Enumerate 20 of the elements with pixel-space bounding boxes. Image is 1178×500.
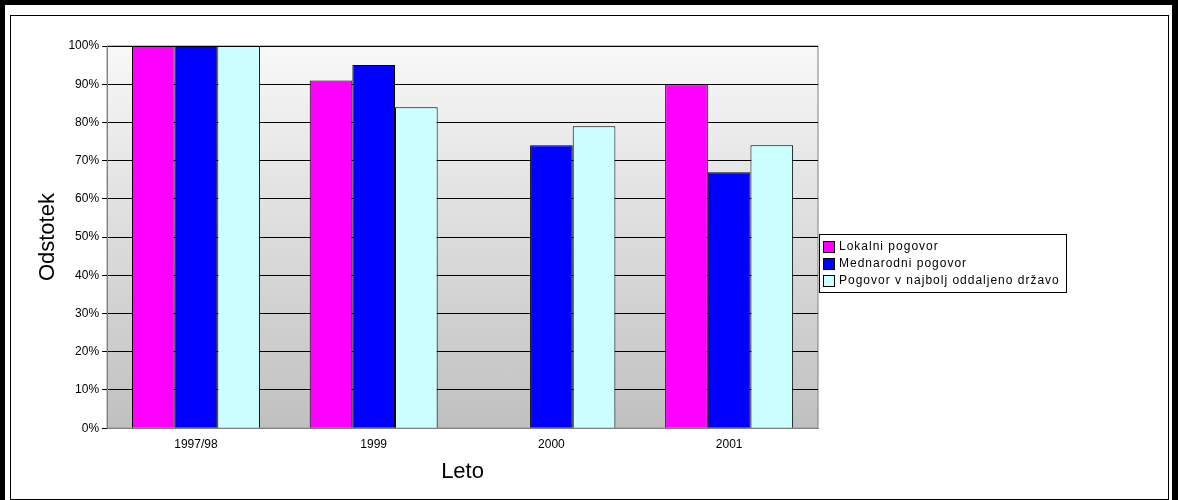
y-axis-title: Odstotek (34, 192, 60, 282)
y-tick-label: 70% (75, 152, 100, 167)
legend-label: Pogovor v najbolj oddaljeno državo (839, 272, 1060, 289)
x-tick-label: 1999 (360, 436, 388, 451)
y-tick-label: 90% (75, 76, 100, 91)
y-tick-label: 50% (75, 229, 100, 244)
x-tick-label: 2000 (538, 436, 566, 451)
y-tick-label: 60% (75, 191, 100, 206)
y-tick-label: 100% (68, 38, 100, 53)
x-tick-label: 1997/98 (174, 436, 218, 451)
legend-label: Mednarodni pogovor (839, 255, 968, 272)
x-axis-title: Leto (441, 457, 484, 483)
legend-label: Lokalni pogovor (839, 238, 939, 255)
y-tick-label: 40% (75, 267, 100, 282)
x-tick-label: 2001 (715, 436, 743, 451)
y-tick-label: 10% (75, 382, 100, 397)
y-tick-label: 30% (75, 305, 100, 320)
y-tick-label: 80% (75, 114, 100, 129)
y-tick-label: 0% (81, 420, 100, 435)
y-tick-label: 20% (75, 344, 100, 359)
